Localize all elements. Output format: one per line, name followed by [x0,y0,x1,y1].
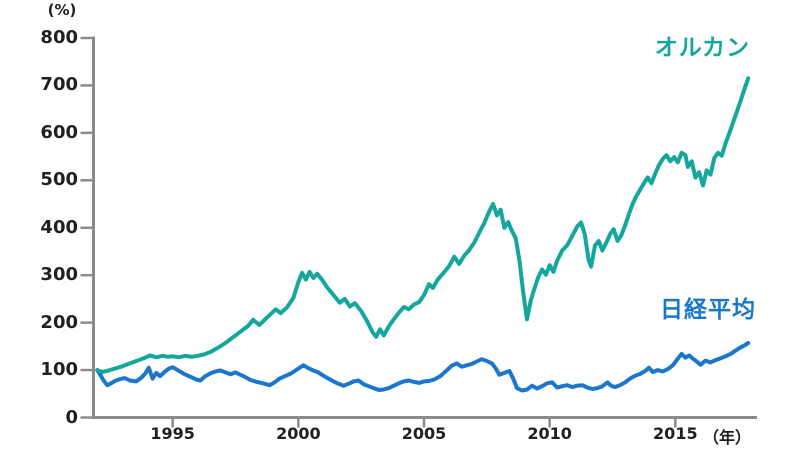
series-line-オルカン [95,76,751,374]
x-tick-label: 2000 [276,424,321,443]
y-tick-label: 300 [40,264,78,286]
x-tick-label: 2015 [653,424,698,443]
x-axis-unit-label: （年） [703,428,752,447]
x-tick-label: 2010 [527,424,572,443]
y-tick-label: 200 [40,311,78,333]
y-tick-label: 0 [65,406,78,428]
y-tick-label: 400 [40,216,78,238]
x-tick-label: 1995 [150,424,195,443]
y-axis-unit-label: (%) [47,1,77,19]
y-tick-label: 600 [40,121,78,143]
x-tick-label: 2005 [401,424,447,443]
y-tick-label: 700 [40,74,78,96]
series-label-nikkei: 日経平均 [660,297,756,323]
y-tick-label: 500 [40,169,78,191]
series-line-日経平均 [95,341,751,393]
y-tick-label: 100 [40,359,78,381]
series-label-orukan: オルカン [654,35,750,61]
y-tick-label: 800 [40,27,78,48]
